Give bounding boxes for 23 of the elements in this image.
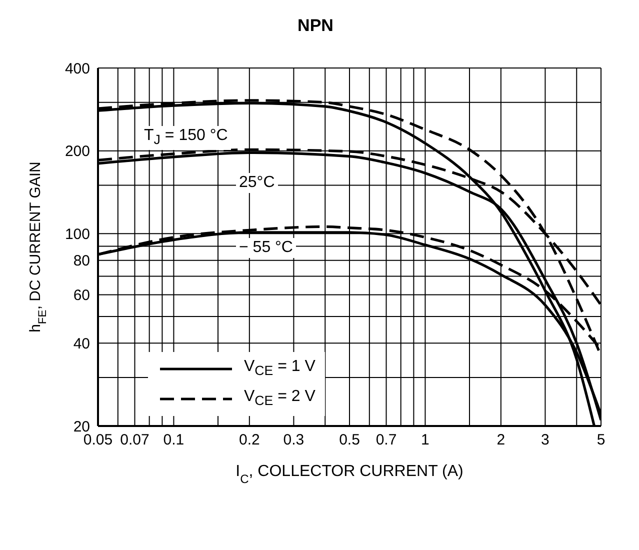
- y-tick-label: 40: [73, 335, 90, 352]
- y-tick-label: 200: [64, 143, 90, 160]
- annotation: − 55 °C: [236, 238, 296, 258]
- x-tick-label: 2: [496, 432, 506, 449]
- x-tick-label: 0.5: [339, 432, 360, 449]
- y-tick-label: 60: [73, 287, 90, 304]
- chart-title: NPN: [296, 15, 334, 37]
- annotation: 25°C: [236, 173, 278, 193]
- legend-label: V$_{CE}$ = 1 V: [244, 356, 316, 380]
- x-tick-label: 0.7: [376, 432, 397, 449]
- y-tick-label: 80: [73, 252, 90, 270]
- y-tick-label: 100: [64, 226, 90, 243]
- x-tick-label: 0.2: [238, 432, 260, 449]
- x-axis-title: I$_{C}$, COLLECTOR CURRENT (A): [236, 463, 464, 486]
- x-tick-label: 0.1: [163, 432, 184, 449]
- x-tick-label: 0.07: [120, 432, 150, 449]
- y-tick-label: 400: [64, 60, 90, 78]
- x-tick-label: 0.3: [283, 432, 304, 449]
- annotation: T$_{J}$ = 150 °C: [141, 126, 231, 150]
- x-tick-label: 5: [596, 432, 606, 449]
- legend-label: V$_{CE}$ = 2 V: [244, 386, 316, 410]
- x-tick-label: 3: [541, 432, 550, 449]
- x-tick-label: 1: [421, 432, 430, 449]
